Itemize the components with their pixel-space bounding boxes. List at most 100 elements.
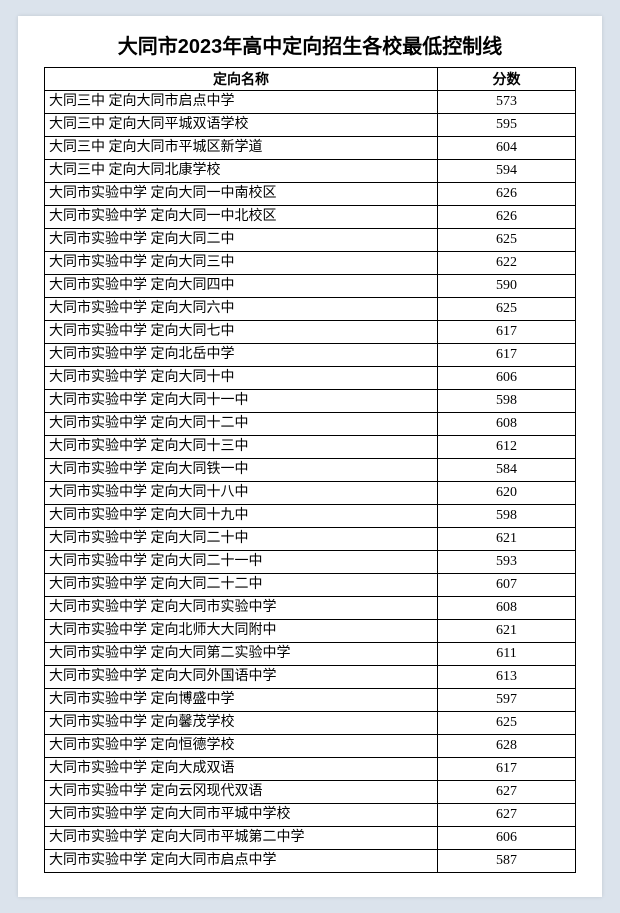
table-row: 大同市实验中学 定向大同二中625 <box>45 229 576 252</box>
table-row: 大同市实验中学 定向大同三中622 <box>45 252 576 275</box>
table-row: 大同三中 定向大同北康学校594 <box>45 160 576 183</box>
cell-name: 大同市实验中学 定向大同三中 <box>45 252 438 275</box>
cell-name: 大同市实验中学 定向大同外国语中学 <box>45 666 438 689</box>
cell-score: 595 <box>437 114 575 137</box>
table-row: 大同市实验中学 定向大同十二中608 <box>45 413 576 436</box>
cell-score: 613 <box>437 666 575 689</box>
cell-name: 大同市实验中学 定向大同市平城第二中学 <box>45 827 438 850</box>
table-row: 大同市实验中学 定向大同市实验中学608 <box>45 597 576 620</box>
table-row: 大同市实验中学 定向大成双语617 <box>45 758 576 781</box>
cell-name: 大同市实验中学 定向大同十九中 <box>45 505 438 528</box>
table-row: 大同三中 定向大同市平城区新学道604 <box>45 137 576 160</box>
cell-name: 大同三中 定向大同市平城区新学道 <box>45 137 438 160</box>
page-title: 大同市2023年高中定向招生各校最低控制线 <box>44 30 576 59</box>
cell-score: 608 <box>437 597 575 620</box>
cell-name: 大同市实验中学 定向大同二十二中 <box>45 574 438 597</box>
table-row: 大同市实验中学 定向大同七中617 <box>45 321 576 344</box>
cell-score: 590 <box>437 275 575 298</box>
col-header-name: 定向名称 <box>45 68 438 91</box>
cell-name: 大同市实验中学 定向馨茂学校 <box>45 712 438 735</box>
table-row: 大同市实验中学 定向馨茂学校625 <box>45 712 576 735</box>
cell-name: 大同市实验中学 定向北岳中学 <box>45 344 438 367</box>
cell-score: 587 <box>437 850 575 873</box>
cell-score: 607 <box>437 574 575 597</box>
table-row: 大同市实验中学 定向大同一中南校区626 <box>45 183 576 206</box>
cell-name: 大同市实验中学 定向大同第二实验中学 <box>45 643 438 666</box>
table-row: 大同市实验中学 定向大同外国语中学613 <box>45 666 576 689</box>
cell-name: 大同市实验中学 定向大同一中北校区 <box>45 206 438 229</box>
cell-name: 大同市实验中学 定向博盛中学 <box>45 689 438 712</box>
cell-score: 612 <box>437 436 575 459</box>
cell-name: 大同市实验中学 定向大同二十一中 <box>45 551 438 574</box>
table-row: 大同市实验中学 定向大同十中606 <box>45 367 576 390</box>
table-row: 大同市实验中学 定向大同二十二中607 <box>45 574 576 597</box>
cell-name: 大同三中 定向大同平城双语学校 <box>45 114 438 137</box>
cell-score: 626 <box>437 206 575 229</box>
cell-score: 617 <box>437 321 575 344</box>
table-row: 大同市实验中学 定向大同市平城第二中学606 <box>45 827 576 850</box>
table-row: 大同三中 定向大同平城双语学校595 <box>45 114 576 137</box>
table-row: 大同市实验中学 定向北师大大同附中621 <box>45 620 576 643</box>
cell-name: 大同市实验中学 定向云冈现代双语 <box>45 781 438 804</box>
cell-name: 大同市实验中学 定向大同市启点中学 <box>45 850 438 873</box>
cell-score: 604 <box>437 137 575 160</box>
cell-score: 627 <box>437 804 575 827</box>
cell-score: 611 <box>437 643 575 666</box>
cell-name: 大同市实验中学 定向大同六中 <box>45 298 438 321</box>
table-header-row: 定向名称 分数 <box>45 68 576 91</box>
cell-name: 大同市实验中学 定向大同市平城中学校 <box>45 804 438 827</box>
table-row: 大同三中 定向大同市启点中学573 <box>45 91 576 114</box>
cell-score: 617 <box>437 344 575 367</box>
cell-score: 627 <box>437 781 575 804</box>
cell-score: 621 <box>437 528 575 551</box>
col-header-score: 分数 <box>437 68 575 91</box>
cell-score: 620 <box>437 482 575 505</box>
cell-score: 625 <box>437 298 575 321</box>
cell-name: 大同市实验中学 定向大同二中 <box>45 229 438 252</box>
cell-score: 597 <box>437 689 575 712</box>
table-row: 大同市实验中学 定向博盛中学597 <box>45 689 576 712</box>
table-row: 大同市实验中学 定向大同市平城中学校627 <box>45 804 576 827</box>
table-row: 大同市实验中学 定向大同四中590 <box>45 275 576 298</box>
cell-score: 625 <box>437 229 575 252</box>
table-row: 大同市实验中学 定向恒德学校628 <box>45 735 576 758</box>
cell-name: 大同市实验中学 定向大同铁一中 <box>45 459 438 482</box>
table-row: 大同市实验中学 定向大同十八中620 <box>45 482 576 505</box>
cell-score: 573 <box>437 91 575 114</box>
cell-score: 584 <box>437 459 575 482</box>
cell-score: 626 <box>437 183 575 206</box>
table-row: 大同市实验中学 定向大同铁一中584 <box>45 459 576 482</box>
cell-score: 594 <box>437 160 575 183</box>
cell-score: 628 <box>437 735 575 758</box>
table-row: 大同市实验中学 定向大同十三中612 <box>45 436 576 459</box>
cell-name: 大同三中 定向大同市启点中学 <box>45 91 438 114</box>
cell-score: 622 <box>437 252 575 275</box>
cell-name: 大同市实验中学 定向北师大大同附中 <box>45 620 438 643</box>
table-row: 大同市实验中学 定向大同十九中598 <box>45 505 576 528</box>
cell-score: 617 <box>437 758 575 781</box>
score-table: 定向名称 分数 大同三中 定向大同市启点中学573大同三中 定向大同平城双语学校… <box>44 67 576 873</box>
cell-name: 大同市实验中学 定向恒德学校 <box>45 735 438 758</box>
cell-score: 593 <box>437 551 575 574</box>
table-row: 大同市实验中学 定向大同市启点中学587 <box>45 850 576 873</box>
table-row: 大同市实验中学 定向大同第二实验中学611 <box>45 643 576 666</box>
cell-score: 598 <box>437 390 575 413</box>
cell-name: 大同市实验中学 定向大同十中 <box>45 367 438 390</box>
table-row: 大同市实验中学 定向云冈现代双语627 <box>45 781 576 804</box>
table-row: 大同市实验中学 定向大同六中625 <box>45 298 576 321</box>
cell-name: 大同市实验中学 定向大同十八中 <box>45 482 438 505</box>
page: 大同市2023年高中定向招生各校最低控制线 定向名称 分数 大同三中 定向大同市… <box>18 16 602 897</box>
cell-name: 大同市实验中学 定向大同七中 <box>45 321 438 344</box>
cell-name: 大同市实验中学 定向大同十三中 <box>45 436 438 459</box>
cell-score: 625 <box>437 712 575 735</box>
table-row: 大同市实验中学 定向大同二十一中593 <box>45 551 576 574</box>
cell-name: 大同市实验中学 定向大成双语 <box>45 758 438 781</box>
cell-name: 大同市实验中学 定向大同一中南校区 <box>45 183 438 206</box>
cell-name: 大同市实验中学 定向大同十二中 <box>45 413 438 436</box>
cell-name: 大同市实验中学 定向大同市实验中学 <box>45 597 438 620</box>
table-row: 大同市实验中学 定向大同一中北校区626 <box>45 206 576 229</box>
table-row: 大同市实验中学 定向大同十一中598 <box>45 390 576 413</box>
cell-name: 大同市实验中学 定向大同十一中 <box>45 390 438 413</box>
cell-name: 大同市实验中学 定向大同二十中 <box>45 528 438 551</box>
cell-score: 608 <box>437 413 575 436</box>
